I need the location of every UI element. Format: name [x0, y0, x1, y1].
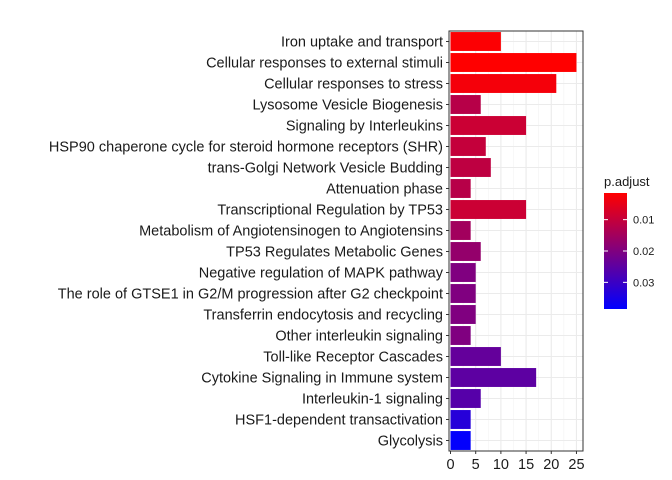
category-label: The role of GTSE1 in G2/M progression af…	[58, 287, 443, 303]
bar	[450, 74, 557, 93]
bar	[450, 158, 491, 177]
legend-title: p.adjust	[604, 174, 650, 189]
bar	[450, 242, 481, 261]
bar	[450, 95, 481, 114]
category-label: Attenuation phase	[326, 182, 443, 198]
panel-border	[448, 30, 584, 452]
category-label: trans-Golgi Network Vesicle Budding	[208, 161, 443, 177]
category-label: HSF1-dependent transactivation	[235, 413, 443, 429]
category-label: HSP90 chaperone cycle for steroid hormon…	[49, 140, 443, 156]
bar	[450, 368, 537, 387]
category-labels: Iron uptake and transport Cellular respon…	[49, 35, 449, 450]
x-tick-label: 25	[568, 457, 584, 473]
bar	[450, 53, 577, 72]
legend-tick-label: 0.03	[633, 277, 654, 289]
category-label: Signaling by Interleukins	[286, 119, 443, 135]
bar	[450, 431, 471, 450]
x-axis: 0 5 10 15 20 25	[446, 451, 585, 473]
x-tick-label: 20	[543, 457, 559, 473]
category-label: Cytokine Signaling in Immune system	[201, 371, 443, 387]
x-tick-label: 10	[493, 457, 509, 473]
category-label: Iron uptake and transport	[281, 35, 443, 51]
bar	[450, 179, 471, 198]
category-label: Lysosome Vesicle Biogenesis	[253, 98, 443, 114]
legend-tick-label: 0.02	[633, 246, 654, 258]
bar	[450, 305, 476, 324]
bars	[450, 32, 577, 450]
x-tick-label: 5	[472, 457, 480, 473]
grid-lines	[449, 31, 583, 451]
bar	[450, 347, 501, 366]
legend: p.adjust 0.01 0.02 0.03	[604, 174, 654, 309]
category-label: Transferrin endocytosis and recycling	[203, 308, 443, 324]
legend-colorbar	[604, 193, 627, 309]
category-label: Cellular responses to external stimuli	[206, 56, 443, 72]
bar	[450, 116, 527, 135]
bar	[450, 200, 527, 219]
category-label: Other interleukin signaling	[275, 329, 443, 345]
x-tick-label: 15	[518, 457, 534, 473]
bar	[450, 389, 481, 408]
category-label: Toll-like Receptor Cascades	[263, 350, 443, 366]
category-label: Transcriptional Regulation by TP53	[217, 203, 443, 219]
bar	[450, 284, 476, 303]
category-label: Negative regulation of MAPK pathway	[199, 266, 444, 282]
bar	[450, 410, 471, 429]
category-label: Metabolism of Angiotensinogen to Angiote…	[139, 224, 443, 240]
bar	[450, 263, 476, 282]
legend-tick-label: 0.01	[633, 215, 654, 227]
bar	[450, 137, 486, 156]
category-label: Interleukin-1 signaling	[302, 392, 443, 408]
category-label: Cellular responses to stress	[264, 77, 443, 93]
bar	[450, 326, 471, 345]
category-label: TP53 Regulates Metabolic Genes	[226, 245, 443, 261]
bar	[450, 221, 471, 240]
category-label: Glycolysis	[378, 434, 443, 450]
bar	[450, 32, 501, 51]
x-tick-label: 0	[446, 457, 454, 473]
